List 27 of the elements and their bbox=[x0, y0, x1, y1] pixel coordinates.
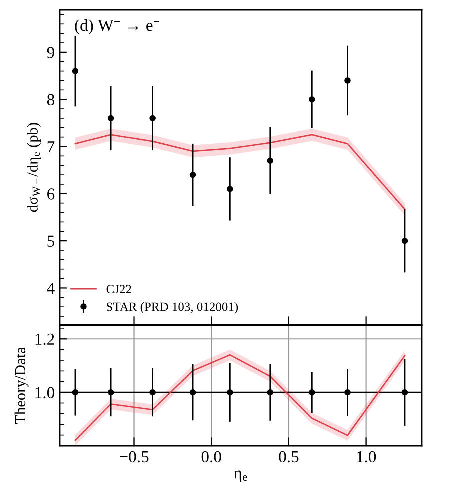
annotation: (d) W$^{−}$ → e$^{−}$ bbox=[75, 19, 160, 35]
point bbox=[402, 238, 408, 244]
y-tick-label: 6 bbox=[48, 188, 55, 200]
y-tick-label: 4 bbox=[47, 283, 55, 294]
x-axis-title: η$_{e}$ bbox=[234, 470, 248, 482]
legend-label: STAR (PRD 103, 012001) bbox=[107, 302, 238, 314]
x-tick-label: −0.5 bbox=[120, 451, 149, 463]
x-tick-label: 0.5 bbox=[279, 451, 299, 463]
y-tick-label: 1.0 bbox=[36, 387, 55, 399]
point bbox=[267, 158, 274, 164]
y-tick-label: 8 bbox=[47, 94, 55, 106]
x-tick-label: 1.0 bbox=[357, 451, 376, 463]
y-tick-label: 9 bbox=[47, 47, 54, 58]
y-axis-title: Theory/Data bbox=[14, 347, 29, 424]
point bbox=[108, 115, 114, 122]
y-tick-label: 5 bbox=[48, 236, 54, 248]
y-tick-label: 7 bbox=[48, 142, 55, 153]
x-tick-label: 0.0 bbox=[202, 451, 222, 463]
y-tick-label: 1.2 bbox=[36, 334, 54, 346]
point bbox=[190, 172, 196, 178]
point bbox=[344, 78, 351, 84]
y-axis-title: dσ$_{W−}$/dη$_{e}$ (pb) bbox=[27, 123, 42, 212]
legend-label: CJ22 bbox=[106, 285, 132, 294]
point bbox=[72, 68, 79, 74]
point bbox=[309, 96, 316, 103]
point bbox=[150, 115, 156, 122]
point bbox=[227, 186, 234, 192]
